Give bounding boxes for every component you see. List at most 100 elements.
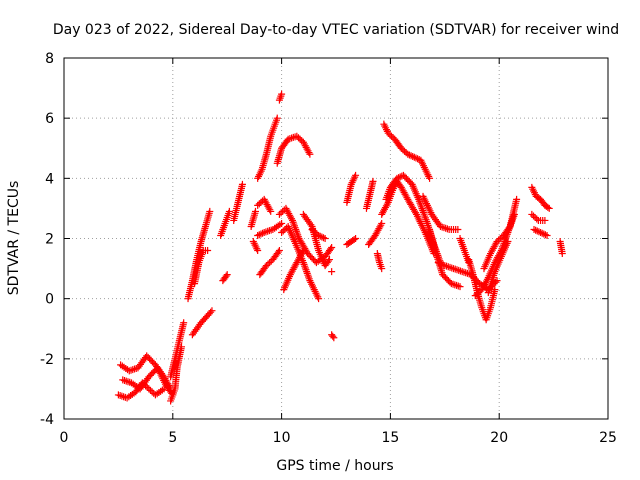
data-point	[531, 213, 539, 221]
data-point	[306, 150, 314, 158]
data-point	[329, 332, 337, 340]
data-point	[493, 238, 501, 246]
data-point	[148, 388, 156, 396]
data-point	[496, 235, 504, 242]
data-point	[160, 385, 168, 393]
data-point	[143, 383, 151, 391]
data-point	[311, 228, 319, 236]
y-tick-label: -2	[40, 352, 54, 368]
data-point	[278, 228, 286, 236]
data-point	[352, 171, 360, 179]
data-point	[532, 226, 540, 234]
data-point	[386, 131, 394, 139]
data-point	[315, 295, 323, 303]
data-point	[442, 224, 450, 232]
data-point	[443, 225, 451, 233]
data-point	[533, 215, 541, 223]
data-point	[319, 234, 327, 242]
data-point	[259, 229, 267, 237]
data-point	[238, 180, 246, 188]
data-point	[255, 200, 263, 208]
data-point	[251, 207, 259, 215]
data-point	[294, 134, 302, 142]
data-point	[315, 231, 323, 239]
data-point	[121, 393, 129, 401]
data-point	[458, 268, 466, 276]
data-point	[206, 207, 214, 215]
data-point	[543, 231, 551, 239]
data-point	[296, 135, 304, 143]
data-point	[254, 231, 262, 239]
x-axis-label: GPS time / hours	[276, 458, 393, 474]
data-point	[387, 132, 395, 140]
x-tick-label: 15	[381, 430, 399, 446]
data-point	[456, 283, 464, 291]
data-point	[316, 232, 324, 240]
data-point	[281, 225, 289, 233]
data-point	[460, 268, 468, 276]
axis-ticks	[63, 57, 609, 420]
data-point	[540, 230, 548, 238]
data-point	[450, 265, 458, 273]
data-point	[397, 144, 405, 152]
data-point	[142, 382, 150, 390]
data-point	[384, 129, 392, 137]
data-point	[505, 224, 513, 232]
data-point	[223, 271, 231, 279]
y-tick-label: 0	[45, 292, 54, 308]
data-point	[279, 227, 287, 235]
data-point	[455, 266, 463, 274]
data-point	[328, 268, 336, 276]
data-point	[528, 210, 536, 218]
data-point	[278, 90, 286, 98]
data-point	[299, 247, 307, 255]
data-point	[410, 153, 418, 161]
data-point	[119, 376, 127, 384]
data-point	[529, 212, 537, 220]
x-tick-label: 0	[60, 430, 69, 446]
data-point	[298, 248, 306, 256]
data-point	[434, 259, 442, 267]
data-point	[288, 215, 296, 223]
data-point	[264, 260, 272, 268]
data-point	[145, 385, 153, 393]
data-point	[545, 204, 553, 212]
data-point	[330, 334, 338, 342]
data-point	[513, 195, 521, 203]
data-point	[116, 392, 124, 400]
data-point	[310, 227, 318, 235]
data-point	[207, 308, 215, 316]
data-point	[383, 200, 391, 208]
data-point	[409, 153, 417, 161]
data-point	[255, 231, 263, 239]
data-point	[533, 227, 541, 235]
data-point	[222, 272, 230, 280]
data-point	[114, 391, 122, 399]
x-tick-label: 10	[273, 430, 291, 446]
grid-lines	[64, 58, 608, 419]
data-point	[446, 263, 454, 271]
data-point	[120, 376, 128, 384]
data-point	[278, 219, 286, 227]
data-point	[180, 319, 188, 327]
y-tick-label: 8	[45, 51, 54, 67]
data-point	[352, 235, 360, 242]
data-point	[426, 174, 434, 182]
data-point	[257, 230, 265, 238]
data-point	[471, 292, 479, 300]
data-point	[122, 377, 130, 385]
data-point	[305, 149, 313, 157]
data-point	[378, 219, 386, 227]
data-point	[541, 216, 549, 224]
chart-title: Day 023 of 2022, Sidereal Day-to-day VTE…	[53, 22, 619, 38]
data-points	[114, 90, 566, 405]
data-point	[325, 256, 333, 264]
data-point	[453, 281, 461, 289]
data-point	[369, 177, 377, 185]
data-point	[504, 238, 512, 246]
data-point	[327, 245, 335, 253]
data-point	[439, 261, 447, 269]
data-point	[414, 155, 422, 163]
data-point	[324, 257, 332, 265]
